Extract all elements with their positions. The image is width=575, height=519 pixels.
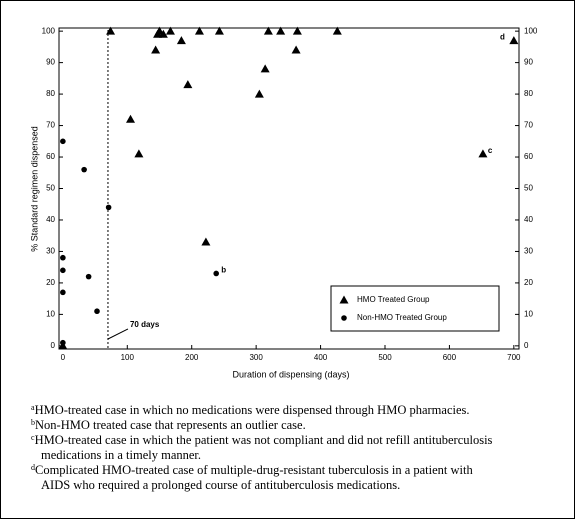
y2-tick-label: 0 [524,341,529,350]
footnote: aHMO-treated case in which no medication… [31,403,501,418]
circle-point [85,273,92,280]
footnote: cHMO-treated case in which the patient w… [31,433,501,463]
reference-label: 70 days [130,320,160,329]
y2-tick-label: 30 [524,247,533,256]
triangle-point [126,114,136,123]
triangle-point [509,36,519,45]
y2-tick-label: 10 [524,309,533,318]
footnote-marker: a [31,403,35,412]
footnote-text: HMO-treated case in which no medications… [34,403,470,417]
triangle-point [214,26,224,35]
triangle-point [263,26,273,35]
x-tick-label: 500 [378,353,392,362]
triangle-point [158,29,168,38]
triangle-point [176,36,186,45]
footnote-marker: d [31,463,35,472]
reference-pointer [107,328,129,340]
circle-point [81,166,87,173]
triangle-point [276,26,286,35]
circle-point [60,289,66,296]
footnote-marker: b [31,418,35,427]
legend-label: HMO Treated Group [357,295,430,304]
circle-point [60,267,66,274]
triangle-point [194,26,204,35]
circle-point [213,270,219,277]
y2-tick-label: 100 [524,26,538,35]
y2-tick-label: 60 [524,152,533,161]
triangle-point [332,26,342,35]
y-tick-label: 80 [46,89,55,98]
y2-tick-label: 70 [524,121,533,130]
legend-marker [341,315,347,321]
y-tick-label: 60 [46,152,55,161]
y-tick-label: 0 [51,341,56,350]
y-tick-label: 10 [46,309,55,318]
triangle-point [134,149,144,158]
footnote-text: HMO-treated case in which the patient wa… [34,433,493,462]
footnotes: aHMO-treated case in which no medication… [31,403,501,493]
footnote-text: Complicated HMO-treated case of multiple… [35,463,473,492]
x-tick-label: 200 [185,353,199,362]
y-tick-label: 20 [46,278,55,287]
point-label: d [500,33,505,42]
x-tick-label: 700 [507,353,521,362]
triangle-point [151,45,161,54]
triangle-point [478,149,488,158]
circle-point [105,204,112,211]
y2-tick-label: 20 [524,278,533,287]
x-tick-label: 600 [443,353,457,362]
footnote-marker: c [31,433,35,442]
footnote: dComplicated HMO-treated case of multipl… [31,463,501,493]
footnote: bNon-HMO treated case that represents an… [31,418,501,433]
x-axis-title: Duration of dispensing (days) [232,369,349,379]
y-tick-label: 40 [46,215,55,224]
triangle-point [106,26,116,35]
triangle-point [291,45,301,54]
triangle-point [260,64,270,73]
y-tick-label: 30 [46,247,55,256]
footnote-text: Non-HMO treated case that represents an … [35,418,306,432]
x-tick-label: 100 [121,353,135,362]
chart: Duration of dispensing (days) % Standard… [29,26,538,379]
y2-tick-label: 40 [524,215,533,224]
triangle-point [254,89,264,98]
y-tick-label: 90 [46,58,55,67]
y-tick-label: 100 [42,26,56,35]
x-tick-label: 300 [249,353,263,362]
x-tick-label: 400 [314,353,328,362]
triangle-point [201,237,211,246]
y2-tick-label: 90 [524,58,533,67]
circle-point [60,138,66,145]
legend-marker [339,295,349,304]
triangle-point [165,26,175,35]
y-tick-label: 70 [46,121,55,130]
triangle-point [292,26,302,35]
circle-point [60,339,66,346]
y2-tick-label: 50 [524,184,533,193]
y-tick-label: 50 [46,184,55,193]
triangle-point [183,80,193,89]
circle-point [94,308,100,315]
triangle-point [155,26,165,35]
circle-point [60,254,66,261]
legend-label: Non-HMO Treated Group [357,313,447,322]
point-label: c [488,146,493,155]
y2-tick-label: 80 [524,89,533,98]
x-tick-label: 0 [61,353,66,362]
point-label: b [221,266,226,275]
legend-box [330,285,500,332]
y-axis-title: % Standard regimen dispensed [29,126,39,252]
